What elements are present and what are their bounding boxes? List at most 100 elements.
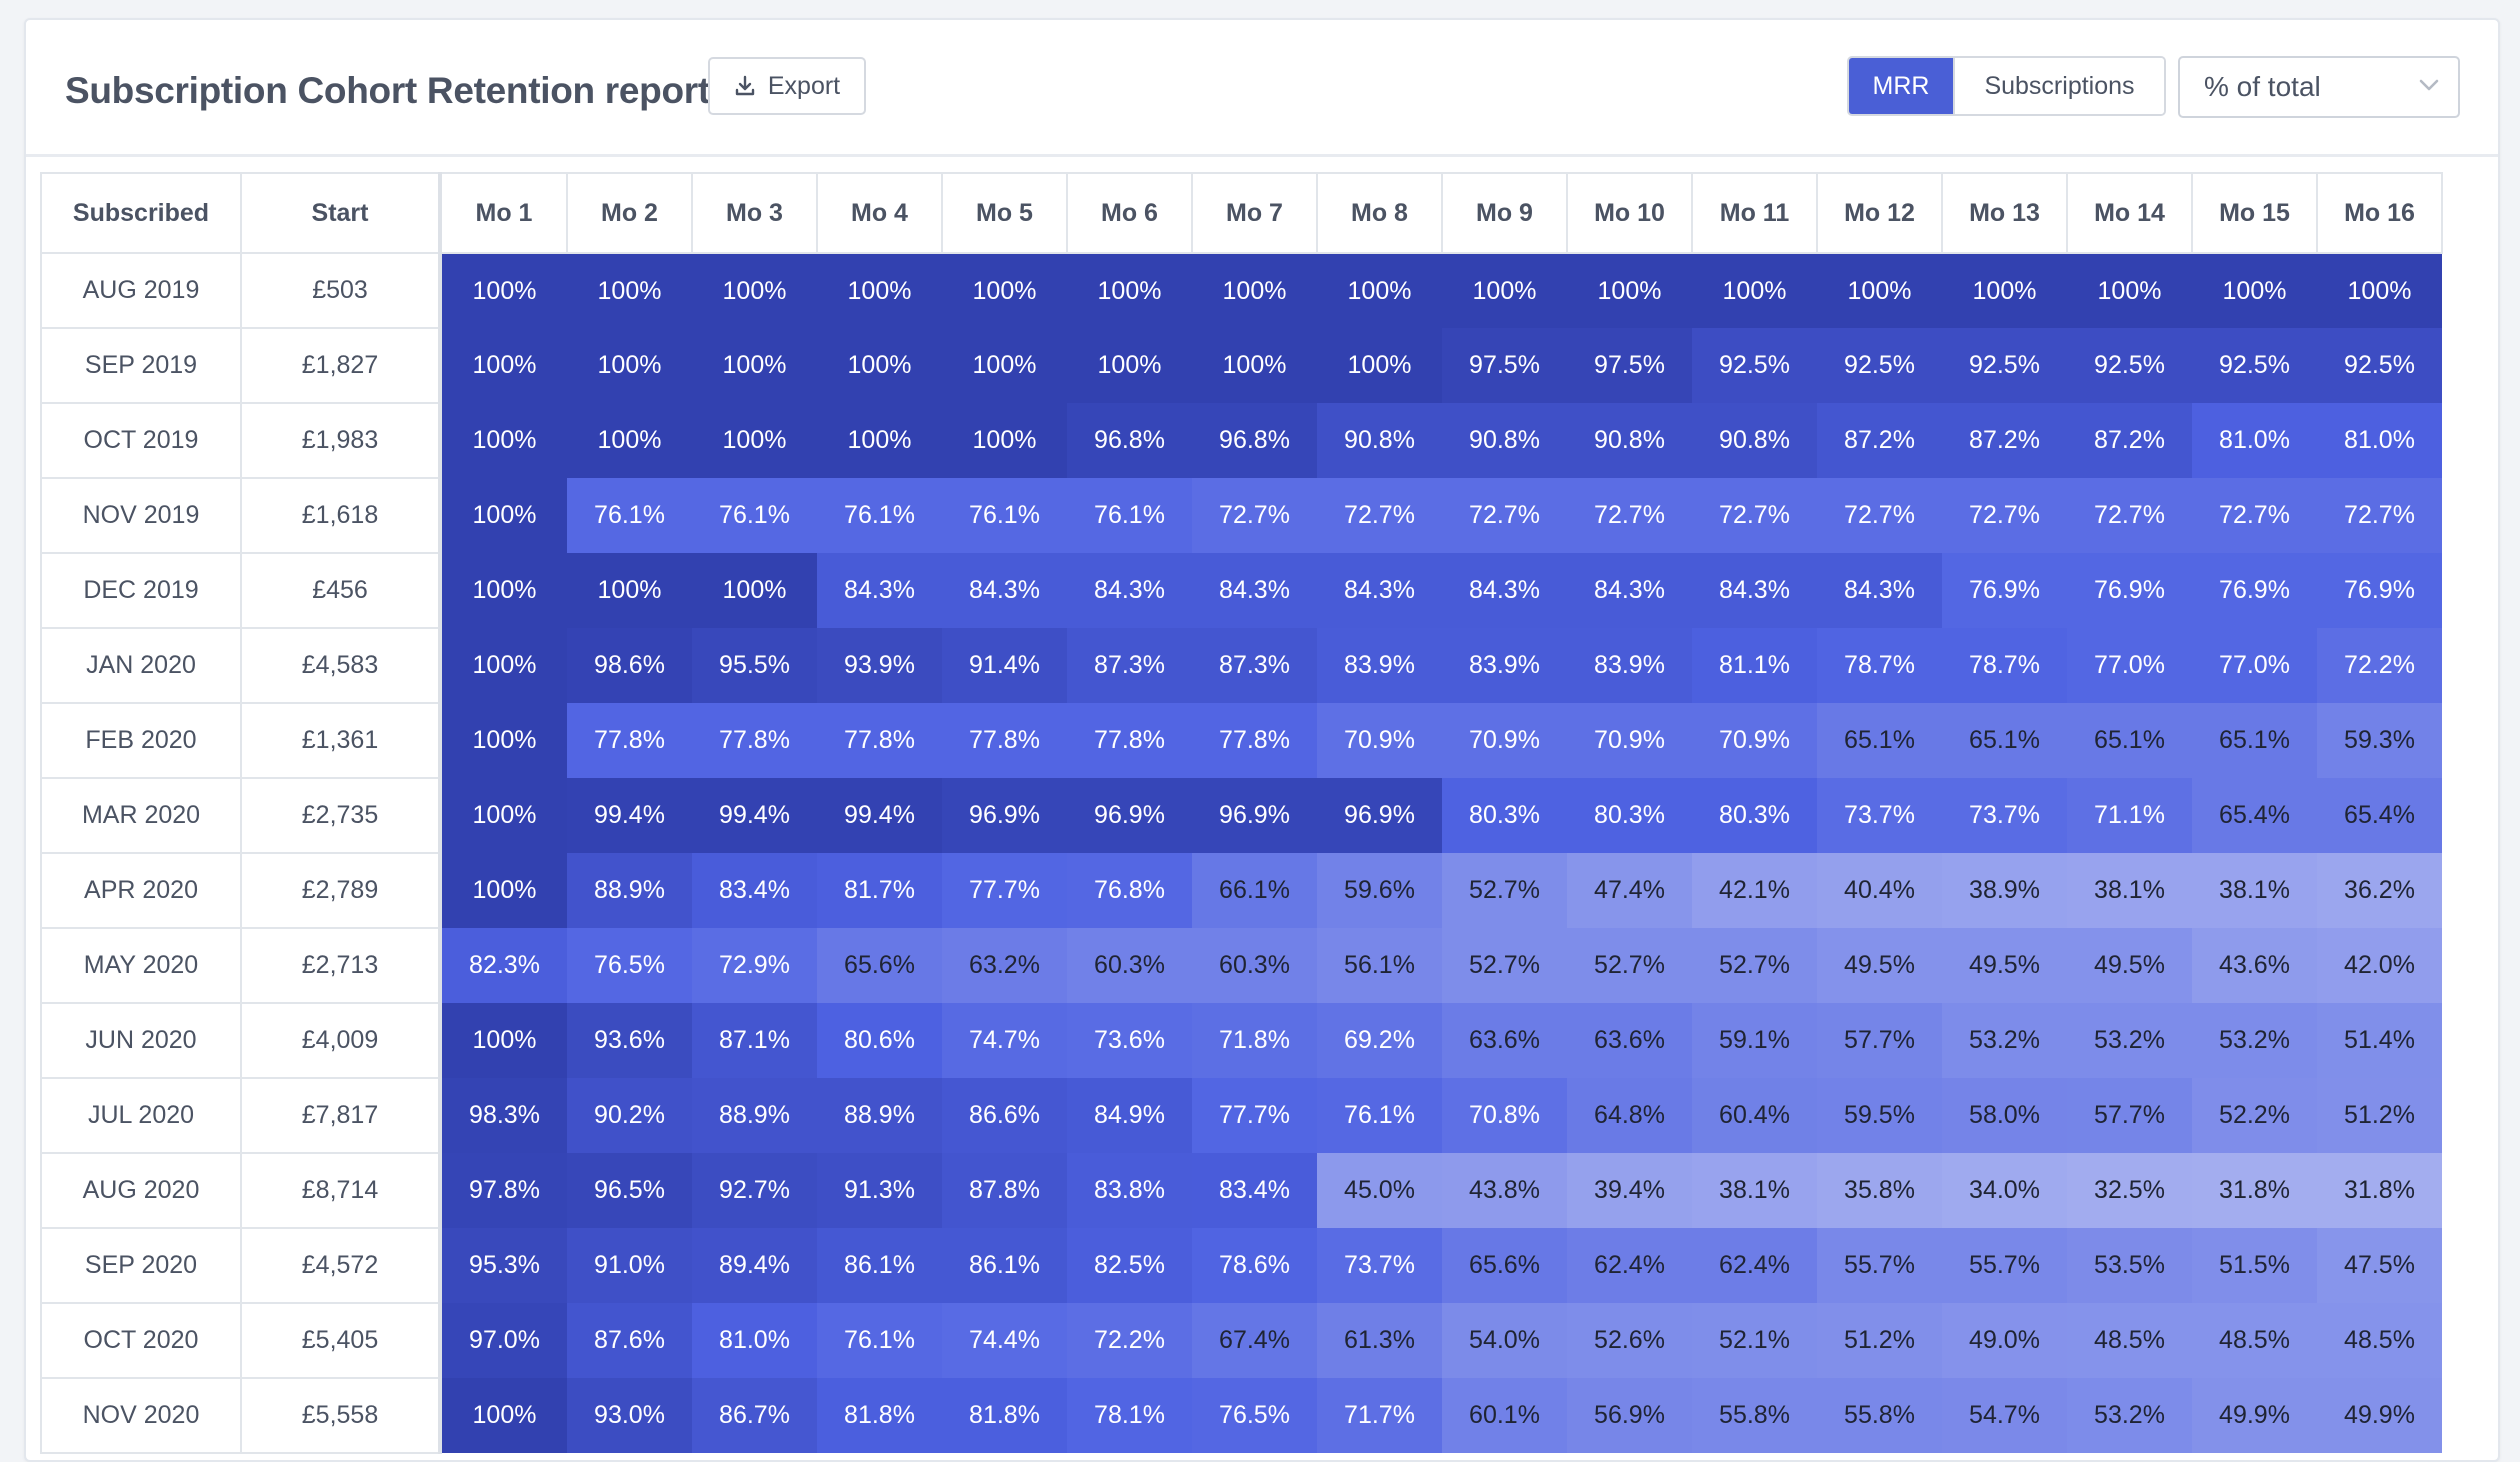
column-header-mo-14[interactable]: Mo 14 [2066, 172, 2193, 254]
retention-cell[interactable]: 53.2% [2067, 1378, 2192, 1453]
toggle-mrr[interactable]: MRR [1849, 58, 1953, 114]
retention-cell[interactable]: 72.7% [2067, 478, 2192, 553]
retention-cell[interactable]: 32.5% [2067, 1153, 2192, 1228]
retention-cell[interactable]: 90.8% [1317, 403, 1442, 478]
retention-cell[interactable]: 76.1% [817, 1303, 942, 1378]
retention-cell[interactable]: 65.4% [2192, 778, 2317, 853]
retention-cell[interactable]: 60.4% [1692, 1078, 1817, 1153]
retention-cell[interactable]: 100% [440, 553, 567, 628]
retention-cell[interactable]: 100% [2192, 253, 2317, 328]
retention-cell[interactable]: 78.7% [1817, 628, 1942, 703]
retention-cell[interactable]: 53.2% [2192, 1003, 2317, 1078]
retention-cell[interactable]: 59.3% [2317, 703, 2442, 778]
retention-cell[interactable]: 47.4% [1567, 853, 1692, 928]
retention-cell[interactable]: 93.6% [567, 1003, 692, 1078]
retention-cell[interactable]: 100% [440, 628, 567, 703]
retention-cell[interactable]: 84.3% [942, 553, 1067, 628]
retention-cell[interactable]: 92.5% [1692, 328, 1817, 403]
retention-cell[interactable]: 59.1% [1692, 1003, 1817, 1078]
retention-cell[interactable]: 76.5% [567, 928, 692, 1003]
retention-cell[interactable]: 36.2% [2317, 853, 2442, 928]
retention-cell[interactable]: 86.7% [692, 1378, 817, 1453]
retention-cell[interactable]: 72.7% [1567, 478, 1692, 553]
retention-cell[interactable]: 100% [942, 403, 1067, 478]
retention-cell[interactable]: 80.3% [1442, 778, 1567, 853]
retention-cell[interactable]: 90.8% [1567, 403, 1692, 478]
retention-cell[interactable]: 38.1% [2192, 853, 2317, 928]
column-header-mo-8[interactable]: Mo 8 [1316, 172, 1443, 254]
retention-cell[interactable]: 86.6% [942, 1078, 1067, 1153]
column-header-mo-5[interactable]: Mo 5 [941, 172, 1068, 254]
retention-cell[interactable]: 60.3% [1067, 928, 1192, 1003]
retention-cell[interactable]: 96.9% [1317, 778, 1442, 853]
retention-cell[interactable]: 55.7% [1817, 1228, 1942, 1303]
retention-cell[interactable]: 48.5% [2317, 1303, 2442, 1378]
retention-cell[interactable]: 91.4% [942, 628, 1067, 703]
retention-cell[interactable]: 52.7% [1442, 928, 1567, 1003]
retention-cell[interactable]: 84.3% [1442, 553, 1567, 628]
retention-cell[interactable]: 78.7% [1942, 628, 2067, 703]
retention-cell[interactable]: 65.6% [817, 928, 942, 1003]
retention-cell[interactable]: 100% [692, 253, 817, 328]
retention-cell[interactable]: 100% [567, 253, 692, 328]
retention-cell[interactable]: 65.1% [1817, 703, 1942, 778]
retention-cell[interactable]: 38.9% [1942, 853, 2067, 928]
retention-cell[interactable]: 100% [817, 328, 942, 403]
retention-cell[interactable]: 81.7% [817, 853, 942, 928]
retention-cell[interactable]: 42.0% [2317, 928, 2442, 1003]
column-header-mo-11[interactable]: Mo 11 [1691, 172, 1818, 254]
retention-cell[interactable]: 65.1% [1942, 703, 2067, 778]
retention-cell[interactable]: 76.1% [567, 478, 692, 553]
retention-cell[interactable]: 43.6% [2192, 928, 2317, 1003]
retention-cell[interactable]: 98.3% [440, 1078, 567, 1153]
retention-cell[interactable]: 65.1% [2067, 703, 2192, 778]
retention-cell[interactable]: 70.9% [1692, 703, 1817, 778]
retention-cell[interactable]: 92.5% [2317, 328, 2442, 403]
retention-cell[interactable]: 76.9% [2192, 553, 2317, 628]
retention-cell[interactable]: 81.0% [2192, 403, 2317, 478]
retention-cell[interactable]: 67.4% [1192, 1303, 1317, 1378]
retention-cell[interactable]: 63.6% [1442, 1003, 1567, 1078]
retention-cell[interactable]: 83.9% [1442, 628, 1567, 703]
retention-cell[interactable]: 73.7% [1942, 778, 2067, 853]
retention-cell[interactable]: 80.6% [817, 1003, 942, 1078]
retention-cell[interactable]: 83.9% [1317, 628, 1442, 703]
retention-cell[interactable]: 100% [1442, 253, 1567, 328]
retention-cell[interactable]: 78.1% [1067, 1378, 1192, 1453]
retention-cell[interactable]: 88.9% [692, 1078, 817, 1153]
retention-cell[interactable]: 83.8% [1067, 1153, 1192, 1228]
retention-cell[interactable]: 52.7% [1442, 853, 1567, 928]
retention-cell[interactable]: 100% [1817, 253, 1942, 328]
retention-cell[interactable]: 34.0% [1942, 1153, 2067, 1228]
retention-cell[interactable]: 89.4% [692, 1228, 817, 1303]
retention-cell[interactable]: 90.8% [1692, 403, 1817, 478]
retention-cell[interactable]: 72.7% [1942, 478, 2067, 553]
retention-cell[interactable]: 65.1% [2192, 703, 2317, 778]
retention-cell[interactable]: 77.8% [817, 703, 942, 778]
column-header-mo-12[interactable]: Mo 12 [1816, 172, 1943, 254]
retention-cell[interactable]: 72.9% [692, 928, 817, 1003]
retention-cell[interactable]: 76.1% [1317, 1078, 1442, 1153]
retention-cell[interactable]: 95.5% [692, 628, 817, 703]
retention-cell[interactable]: 57.7% [1817, 1003, 1942, 1078]
retention-cell[interactable]: 73.7% [1317, 1228, 1442, 1303]
retention-cell[interactable]: 100% [567, 403, 692, 478]
column-header-subscribed[interactable]: Subscribed [40, 172, 242, 254]
retention-cell[interactable]: 96.8% [1192, 403, 1317, 478]
retention-cell[interactable]: 53.2% [1942, 1003, 2067, 1078]
retention-cell[interactable]: 45.0% [1317, 1153, 1442, 1228]
retention-cell[interactable]: 39.4% [1567, 1153, 1692, 1228]
retention-cell[interactable]: 76.1% [942, 478, 1067, 553]
retention-cell[interactable]: 58.0% [1942, 1078, 2067, 1153]
retention-cell[interactable]: 87.3% [1192, 628, 1317, 703]
retention-cell[interactable]: 100% [817, 403, 942, 478]
retention-cell[interactable]: 76.1% [692, 478, 817, 553]
retention-cell[interactable]: 77.8% [1192, 703, 1317, 778]
retention-cell[interactable]: 92.5% [2067, 328, 2192, 403]
retention-cell[interactable]: 100% [1942, 253, 2067, 328]
retention-cell[interactable]: 71.7% [1317, 1378, 1442, 1453]
retention-cell[interactable]: 91.0% [567, 1228, 692, 1303]
retention-cell[interactable]: 76.9% [2317, 553, 2442, 628]
column-header-mo-9[interactable]: Mo 9 [1441, 172, 1568, 254]
display-mode-select[interactable]: % of total [2178, 56, 2460, 118]
